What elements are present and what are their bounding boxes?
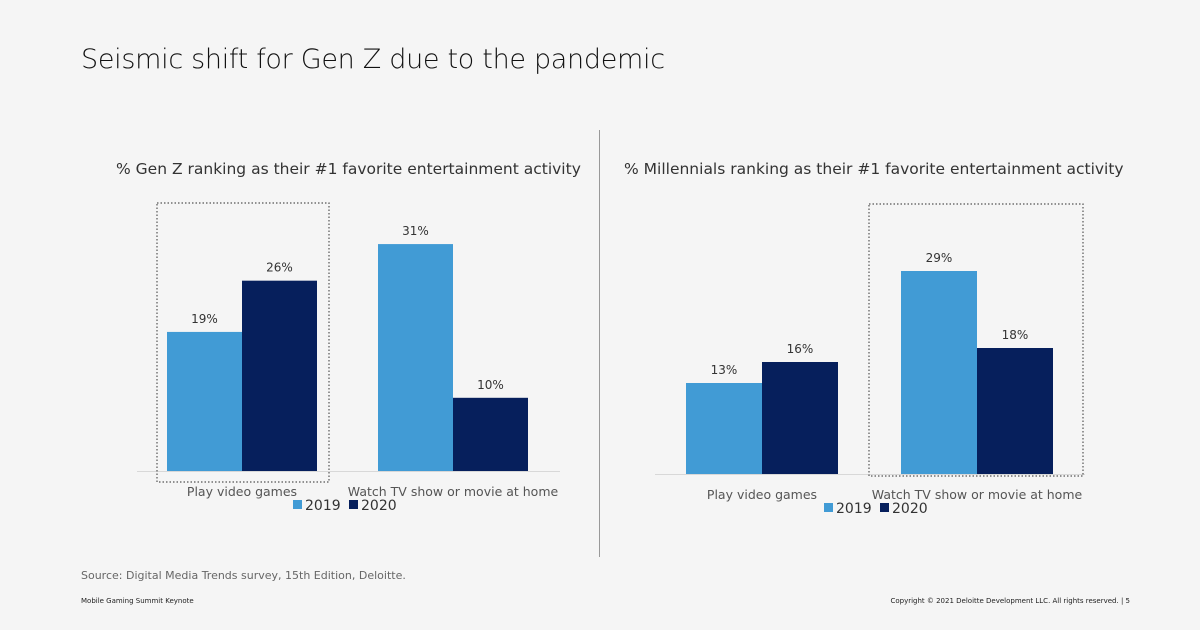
legend-label: 2020 (361, 498, 397, 514)
category-label: Play video games (707, 487, 817, 502)
data-label: 26% (266, 261, 293, 275)
data-label: 19% (191, 312, 218, 326)
legend-swatch-2020 (349, 500, 358, 509)
footer-left: Mobile Gaming Summit Keynote (81, 597, 194, 605)
chart-title-genz: % Gen Z ranking as their #1 favorite ent… (116, 160, 581, 178)
category-label: Watch TV show or movie at home (348, 484, 559, 499)
legend-label: 2019 (836, 501, 872, 517)
bar-2020 (977, 348, 1053, 474)
legend-swatch-2019 (293, 500, 302, 509)
bar-2020 (453, 397, 528, 471)
legend-label: 2019 (305, 498, 341, 514)
data-label: 10% (477, 378, 504, 392)
footer-right: Copyright © 2021 Deloitte Development LL… (890, 597, 1130, 605)
data-label: 13% (711, 363, 738, 377)
category-label: Watch TV show or movie at home (872, 487, 1083, 502)
data-label: 31% (402, 224, 429, 238)
data-label: 16% (787, 342, 814, 356)
legend-swatch-2020 (880, 503, 889, 512)
category-label: Play video games (187, 484, 297, 499)
divider (599, 130, 600, 557)
bar-2020 (762, 362, 838, 474)
bar-2019 (686, 383, 762, 474)
bar-2019 (901, 271, 977, 474)
slide-title: Seismic shift for Gen Z due to the pande… (81, 44, 665, 75)
bar-2019 (378, 244, 453, 471)
source-note: Source: Digital Media Trends survey, 15t… (81, 569, 406, 582)
bar-2020 (242, 280, 317, 471)
legend-swatch-2019 (824, 503, 833, 512)
legend-label: 2020 (892, 501, 928, 517)
chart-title-millennials: % Millennials ranking as their #1 favori… (624, 160, 1124, 178)
highlight-box (868, 203, 1084, 477)
highlight-box (156, 202, 330, 483)
data-label: 18% (1002, 328, 1029, 342)
data-label: 29% (926, 251, 953, 265)
bar-2019 (167, 331, 242, 471)
